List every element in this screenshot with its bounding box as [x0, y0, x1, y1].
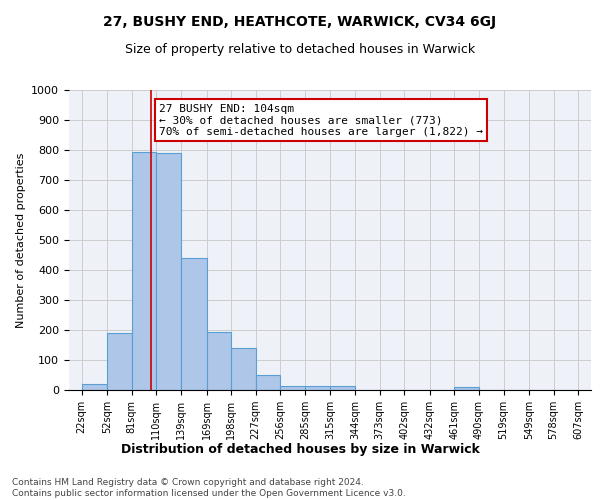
Bar — [256, 375, 280, 390]
Y-axis label: Number of detached properties: Number of detached properties — [16, 152, 26, 328]
Bar — [331, 386, 355, 390]
Text: 27, BUSHY END, HEATHCOTE, WARWICK, CV34 6GJ: 27, BUSHY END, HEATHCOTE, WARWICK, CV34 … — [103, 15, 497, 29]
Bar — [206, 332, 231, 390]
Bar — [231, 348, 256, 390]
Bar — [132, 152, 157, 390]
Bar — [157, 153, 181, 390]
Text: Size of property relative to detached houses in Warwick: Size of property relative to detached ho… — [125, 42, 475, 56]
Bar — [280, 386, 305, 390]
Bar — [181, 258, 206, 390]
Text: Distribution of detached houses by size in Warwick: Distribution of detached houses by size … — [121, 442, 479, 456]
Bar — [454, 387, 479, 390]
Bar — [107, 333, 132, 390]
Text: 27 BUSHY END: 104sqm
← 30% of detached houses are smaller (773)
70% of semi-deta: 27 BUSHY END: 104sqm ← 30% of detached h… — [159, 104, 483, 136]
Text: Contains HM Land Registry data © Crown copyright and database right 2024.
Contai: Contains HM Land Registry data © Crown c… — [12, 478, 406, 498]
Bar — [82, 384, 107, 390]
Bar — [305, 386, 331, 390]
